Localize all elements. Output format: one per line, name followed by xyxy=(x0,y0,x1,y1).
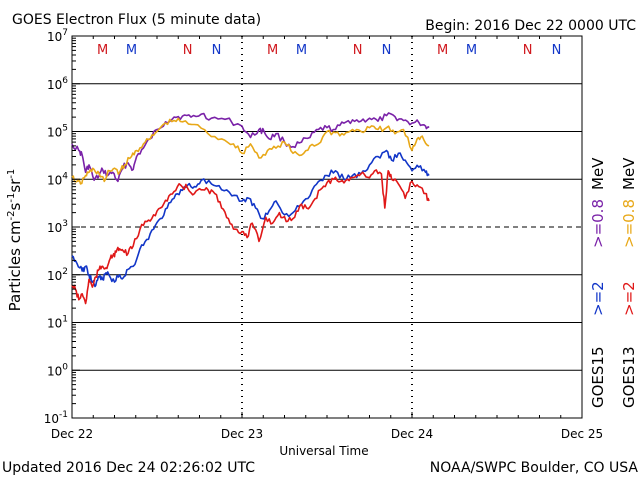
series-line-2 xyxy=(71,149,430,288)
marker-m: M xyxy=(296,43,307,58)
y-tick-exponent: 7 xyxy=(62,28,68,38)
y-tick-exponent: 6 xyxy=(62,76,68,86)
y-tick-exponent: 3 xyxy=(62,219,68,229)
y-tick-base: 10 xyxy=(47,78,62,92)
x-tick-label: Dec 25 xyxy=(561,427,603,441)
y-tick-base: 10 xyxy=(47,126,62,140)
marker-m: M xyxy=(97,43,108,58)
marker-n: N xyxy=(353,43,363,58)
marker-n: N xyxy=(212,43,222,58)
y-axis-label-sr: sr xyxy=(6,178,24,193)
legend-goes13-ge2: >=2 xyxy=(620,281,638,316)
noaa-credit: NOAA/SWPC Boulder, CO USA xyxy=(430,460,639,476)
y-tick-label: 103 xyxy=(47,219,68,235)
y-tick-label: 106 xyxy=(47,76,68,92)
x-tick-label: Dec 22 xyxy=(51,427,93,441)
legend-goes13-label: GOES13 xyxy=(620,346,638,408)
series-line-1 xyxy=(71,117,430,185)
y-tick-exponent: 2 xyxy=(62,267,68,277)
y-tick-base: 10 xyxy=(47,173,62,187)
y-tick-base: 10 xyxy=(47,317,62,331)
y-tick-label: 101 xyxy=(47,315,68,331)
y-tick-exponent: 4 xyxy=(62,171,68,181)
updated-timestamp: Updated 2016 Dec 24 02:26:02 UTC xyxy=(2,460,255,476)
marker-m: M xyxy=(437,43,448,58)
x-tick-label: Dec 24 xyxy=(391,427,433,441)
y-tick-exponent: 0 xyxy=(62,362,68,372)
svg-text:Particles cm-2s-1sr-1: Particles cm-2s-1sr-1 xyxy=(6,169,24,312)
marker-m: M xyxy=(126,43,137,58)
y-tick-base: 10 xyxy=(47,30,62,44)
series-group xyxy=(71,112,430,305)
legend-goes13-ge08: >=0.8 xyxy=(620,199,638,248)
y-axis-label: Particles cm-2s-1sr-1 xyxy=(6,169,24,312)
series-line-0 xyxy=(71,112,430,183)
y-axis-label-exp1: -2 xyxy=(6,210,17,220)
marker-m: M xyxy=(267,43,278,58)
legend-goes15-ge08: >=0.8 xyxy=(589,199,607,248)
marker-n: N xyxy=(552,43,562,58)
y-tick-label: 102 xyxy=(47,267,68,283)
x-axis-label: Universal Time xyxy=(279,444,368,458)
y-axis-label-exp2: -1 xyxy=(6,193,17,203)
y-tick-label: 105 xyxy=(47,124,68,140)
y-tick-exponent: 1 xyxy=(62,315,68,325)
series-line-3 xyxy=(71,169,430,305)
y-tick-exponent: 5 xyxy=(62,124,68,134)
y-tick-base: 10 xyxy=(47,221,62,235)
legend-mev-goes13: MeV xyxy=(620,157,638,190)
marker-n: N xyxy=(523,43,533,58)
y-tick-base: 10 xyxy=(44,412,59,426)
y-axis-label-base: Particles cm xyxy=(6,220,24,311)
begin-time: Begin: 2016 Dec 22 0000 UTC xyxy=(425,18,636,34)
y-axis-label-s: s xyxy=(6,202,24,210)
y-tick-label: 104 xyxy=(47,171,68,187)
y-tick-label: 100 xyxy=(47,362,68,378)
y-tick-label: 10-1 xyxy=(44,410,68,426)
legend-mev-goes15: MeV xyxy=(589,157,607,190)
y-tick-exponent: -1 xyxy=(59,410,68,420)
y-axis-label-exp3: -1 xyxy=(6,169,17,179)
y-tick-base: 10 xyxy=(47,269,62,283)
legend: GOES15 GOES13 >=2 >=2 >=0.8 >=0.8 MeV Me… xyxy=(589,157,638,408)
marker-n: N xyxy=(382,43,392,58)
marker-n: N xyxy=(183,43,193,58)
x-tick-label: Dec 23 xyxy=(221,427,263,441)
legend-goes15-ge2: >=2 xyxy=(589,281,607,316)
y-tick-label: 107 xyxy=(47,28,68,44)
legend-goes15-label: GOES15 xyxy=(589,346,607,408)
y-tick-base: 10 xyxy=(47,364,62,378)
marker-m: M xyxy=(466,43,477,58)
day-boundary-ticks xyxy=(241,36,413,418)
chart-title: GOES Electron Flux (5 minute data) xyxy=(12,12,261,28)
x-axis: Dec 22 Dec 23 Dec 24 Dec 25 xyxy=(51,36,603,441)
